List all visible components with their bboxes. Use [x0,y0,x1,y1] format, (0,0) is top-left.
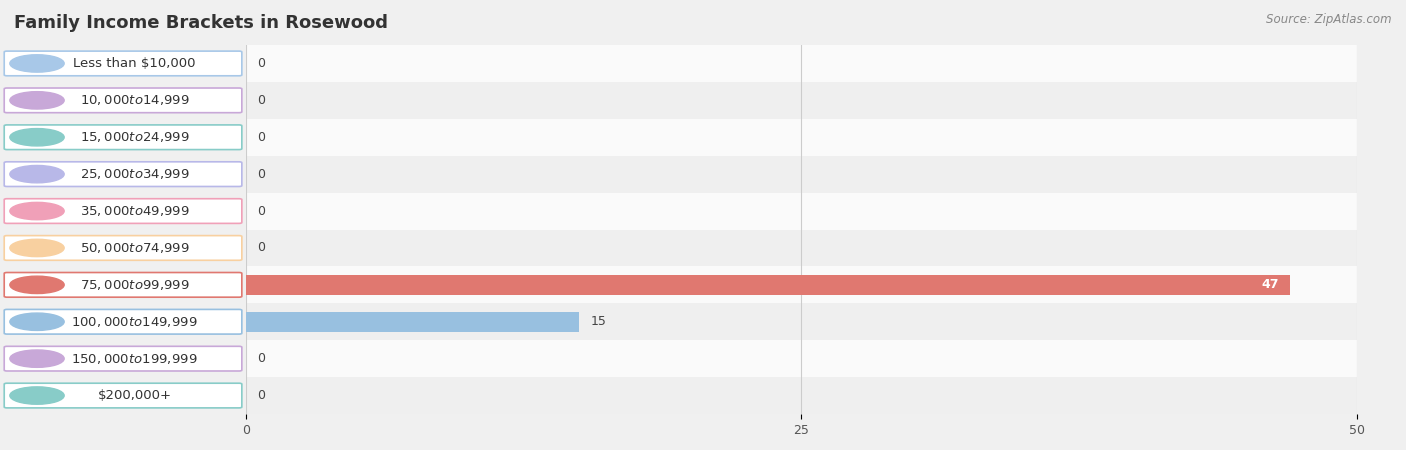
Bar [246,311,579,332]
Text: $35,000 to $49,999: $35,000 to $49,999 [80,204,190,218]
Text: Family Income Brackets in Rosewood: Family Income Brackets in Rosewood [14,14,388,32]
Bar [246,266,1357,303]
Bar [246,230,1357,266]
Text: 0: 0 [257,57,266,70]
Bar [246,156,1357,193]
Text: 0: 0 [257,168,266,180]
Bar [246,193,1357,230]
Text: 0: 0 [257,205,266,217]
Text: $200,000+: $200,000+ [97,389,172,402]
Bar [246,119,1357,156]
Bar [246,274,1291,295]
Text: Source: ZipAtlas.com: Source: ZipAtlas.com [1267,14,1392,27]
Text: 0: 0 [257,352,266,365]
Text: $10,000 to $14,999: $10,000 to $14,999 [80,93,190,108]
Bar [246,377,1357,414]
Text: 0: 0 [257,389,266,402]
Text: $100,000 to $149,999: $100,000 to $149,999 [72,315,198,329]
Text: $25,000 to $34,999: $25,000 to $34,999 [80,167,190,181]
Text: $150,000 to $199,999: $150,000 to $199,999 [72,351,198,366]
Text: $75,000 to $99,999: $75,000 to $99,999 [80,278,190,292]
Bar [246,45,1357,82]
Text: 0: 0 [257,94,266,107]
Bar [246,340,1357,377]
Text: $50,000 to $74,999: $50,000 to $74,999 [80,241,190,255]
Text: $15,000 to $24,999: $15,000 to $24,999 [80,130,190,144]
Text: 0: 0 [257,131,266,144]
Bar [246,82,1357,119]
Text: 15: 15 [591,315,606,328]
Text: 47: 47 [1261,279,1279,291]
Text: Less than $10,000: Less than $10,000 [73,57,195,70]
Bar [246,303,1357,340]
Text: 0: 0 [257,242,266,254]
